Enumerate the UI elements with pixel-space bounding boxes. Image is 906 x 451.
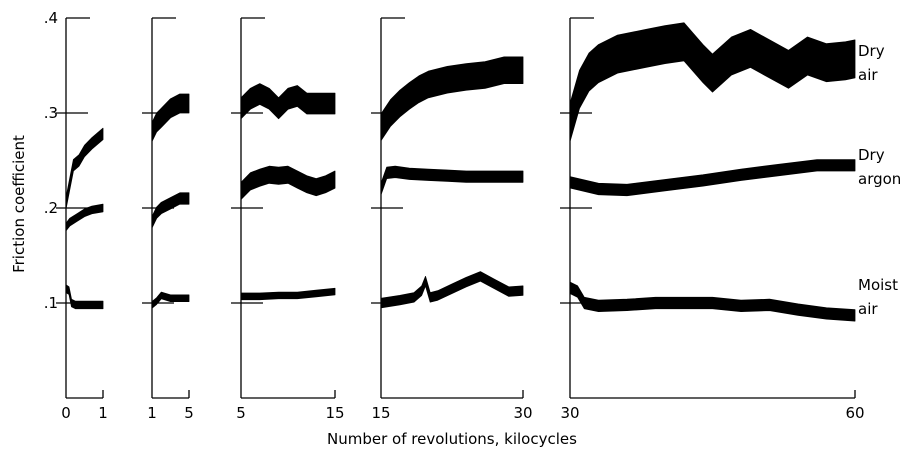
series-band-moist-air [569,281,856,322]
series-band-dry-air [380,56,524,142]
series-label-dry-argon: Dry argon [858,146,901,188]
x-tick-label: 30 [560,404,579,422]
x-tick-label: 1 [98,404,108,422]
x-tick-label: 30 [513,404,532,422]
x-tick-label: 60 [845,404,864,422]
series-band-moist-air [65,284,104,310]
y-tick-label: .1 [44,294,58,312]
y-tick-label: .2 [44,199,58,217]
series-band-dry-air [65,127,104,210]
x-tick-label: 5 [184,404,194,422]
x-tick-label: 5 [236,404,246,422]
series-band-dry-air [151,93,190,142]
y-tick-label: .4 [44,9,58,27]
panel-3: 5 15 [231,17,345,422]
panels-group: 0 1 1 5 5 15 15 30 30 60 [56,17,865,422]
x-axis-title: Number of revolutions, kilocycles [327,430,577,448]
series-band-dry-argon [240,165,336,200]
series-band-moist-air [151,291,190,309]
series-band-dry-argon [151,192,190,229]
series-band-moist-air [240,287,336,301]
series-band-dry-air [569,22,856,142]
x-tick-label: 15 [371,404,390,422]
series-band-dry-argon [569,159,856,197]
series-band-dry-argon [65,203,104,232]
panel-5: 30 60 [560,17,865,422]
y-tick-label: .3 [44,104,58,122]
series-band-dry-argon [380,165,524,196]
y-tick-labels: .1 .2 .3 .4 [44,9,58,312]
series-label-moist-air: Moist air [858,276,898,318]
x-tick-label: 15 [325,404,344,422]
series-band-dry-air [240,83,336,120]
series-band-moist-air [380,271,524,309]
series-label-dry-air: Dry air [858,42,885,84]
panel-4: 15 30 [371,17,533,422]
x-tick-label: 0 [61,404,71,422]
y-axis-title: Friction coefficient [10,135,28,273]
series-labels: Dry air Dry argon Moist air [858,42,901,318]
x-tick-label: 1 [147,404,157,422]
